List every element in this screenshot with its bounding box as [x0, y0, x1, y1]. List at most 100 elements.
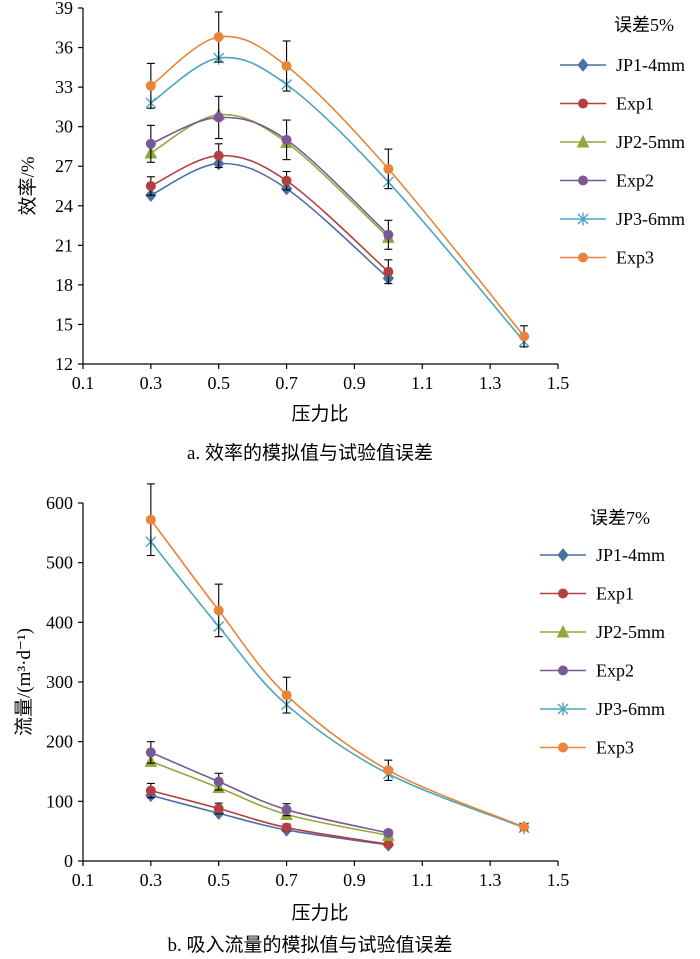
- x-tick-label: 1.5: [547, 870, 570, 890]
- legend-label: Exp3: [616, 248, 654, 268]
- x-tick-label: 1.3: [479, 373, 502, 393]
- x-tick-label: 1.3: [479, 870, 502, 890]
- series-line: [150, 56, 525, 343]
- y-tick-label: 200: [46, 732, 73, 752]
- data-point: [383, 229, 394, 240]
- data-point: [281, 822, 292, 833]
- x-tick-label: 0.5: [207, 870, 230, 890]
- chart-a-x-ticks: 0.1 0.3 0.5 0.7 0.9 1.1 1.3 1.5: [72, 364, 570, 393]
- series-exp3: [145, 11, 530, 348]
- series-exp2: [145, 741, 394, 838]
- y-tick-label: 400: [46, 612, 73, 632]
- legend-item-exp1: Exp1: [540, 584, 634, 604]
- legend-marker: [576, 134, 590, 148]
- chart-a-y-label: 效率/%: [17, 156, 39, 215]
- x-tick-label: 1.5: [547, 373, 570, 393]
- x-tick-label: 1.1: [411, 870, 434, 890]
- legend-marker: [557, 548, 569, 562]
- chart-b-caption: b. 吸入流量的模拟值与试验值误差: [167, 934, 452, 956]
- legend-item-exp2: Exp2: [560, 171, 654, 191]
- y-tick-label: 100: [46, 791, 73, 811]
- data-point: [213, 776, 224, 787]
- data-point: [145, 514, 156, 525]
- series-jp2-5mm: [144, 754, 395, 841]
- data-point: [281, 804, 292, 815]
- data-point: [383, 839, 394, 850]
- legend-label: Exp1: [616, 94, 654, 114]
- data-point: [281, 175, 292, 186]
- legend-marker: [578, 98, 588, 109]
- chart-b-y-label: 流量/(m³·d⁻¹): [13, 628, 35, 736]
- x-tick-label: 0.1: [72, 870, 95, 890]
- series-jp3-6mm: [145, 535, 530, 835]
- data-point: [145, 80, 156, 91]
- legend-item-jp2-5mm: JP2-5mm: [540, 622, 665, 642]
- data-point: [383, 266, 394, 277]
- legend-label: JP2-5mm: [596, 622, 665, 642]
- series-line: [150, 154, 389, 273]
- x-tick-label: 0.3: [140, 373, 163, 393]
- series-line: [150, 789, 389, 846]
- x-tick-label: 0.1: [72, 373, 95, 393]
- chart-a: 12 15 18 21 24 27 30 33 36 39 0.1 0.3 0.5 0.7 0.9 1.1 1…: [17, 0, 685, 464]
- legend-item-jp3-6mm: JP3-6mm: [540, 699, 665, 719]
- chart-a-y-ticks: 12 15 18 21 24 27 30 33 36 39: [55, 0, 83, 374]
- data-point: [145, 181, 156, 191]
- chart-b-x-ticks: 0.1 0.3 0.5 0.7 0.9 1.1 1.3 1.5: [72, 861, 570, 890]
- x-tick-label: 0.7: [275, 373, 298, 393]
- legend-marker: [558, 665, 568, 676]
- legend-marker: [556, 624, 570, 638]
- legend-item-exp2: Exp2: [540, 661, 634, 681]
- legend-item-exp3: Exp3: [560, 248, 654, 268]
- legend-item-exp3: Exp3: [540, 738, 634, 758]
- legend-marker: [557, 702, 569, 716]
- chart-a-legend-title: 误差5%: [614, 15, 674, 35]
- data-point: [383, 827, 394, 838]
- chart-b-series: [144, 483, 530, 852]
- chart-a-x-label: 压力比: [291, 403, 348, 425]
- y-tick-label: 15: [55, 314, 73, 334]
- y-tick-label: 24: [55, 196, 73, 216]
- series-line: [150, 541, 525, 829]
- legend-marker: [578, 252, 588, 263]
- chart-b: 0 100 200 300 400 500 600 0.1 0.3 0.5 0.7 0.9 1.1 1.…: [13, 483, 665, 956]
- series-line: [150, 162, 389, 279]
- chart-a-plot: 12 15 18 21 24 27 30 33 36 39 0.1 0.3 0.5 0.7 0.9 1.1 1…: [55, 0, 569, 393]
- legend-marker: [578, 175, 588, 186]
- series-line: [150, 116, 389, 236]
- series-jp3-6mm: [145, 51, 530, 349]
- data-point: [213, 150, 224, 161]
- data-point: [213, 803, 224, 814]
- x-tick-label: 0.7: [275, 870, 298, 890]
- x-tick-label: 0.9: [343, 373, 366, 393]
- data-point: [281, 61, 292, 72]
- y-tick-label: 33: [55, 77, 73, 97]
- y-tick-label: 21: [55, 235, 73, 255]
- y-tick-label: 36: [55, 38, 73, 58]
- series-jp1-4mm: [145, 156, 395, 286]
- chart-b-plot: 0 100 200 300 400 500 600 0.1 0.3 0.5 0.7 0.9 1.1 1.…: [46, 483, 570, 890]
- legend-marker: [558, 588, 568, 599]
- series-line: [150, 35, 525, 337]
- x-tick-label: 0.9: [343, 870, 366, 890]
- legend-label: Exp2: [616, 171, 654, 191]
- chart-b-legend-title: 误差7%: [590, 508, 650, 528]
- y-tick-label: 27: [55, 156, 73, 176]
- data-point: [145, 138, 156, 149]
- chart-b-x-label: 压力比: [291, 902, 348, 924]
- chart-a-legend: 误差5% JP1-4mm Exp1 JP2-5mm Exp2 JP3-6mm Exp3: [560, 15, 685, 268]
- legend-item-jp1-4mm: JP1-4mm: [560, 55, 685, 75]
- legend-label: JP3-6mm: [596, 699, 665, 719]
- x-tick-label: 1.1: [411, 373, 434, 393]
- data-point: [519, 331, 530, 342]
- series-line: [150, 751, 389, 834]
- y-tick-label: 500: [46, 553, 73, 573]
- series-exp1: [145, 143, 394, 285]
- y-tick-label: 0: [64, 851, 73, 871]
- y-tick-label: 18: [55, 275, 73, 295]
- legend-label: JP1-4mm: [596, 545, 665, 565]
- data-point: [145, 785, 156, 796]
- data-point: [383, 765, 394, 776]
- series-line: [150, 519, 525, 828]
- series-exp2: [145, 95, 394, 250]
